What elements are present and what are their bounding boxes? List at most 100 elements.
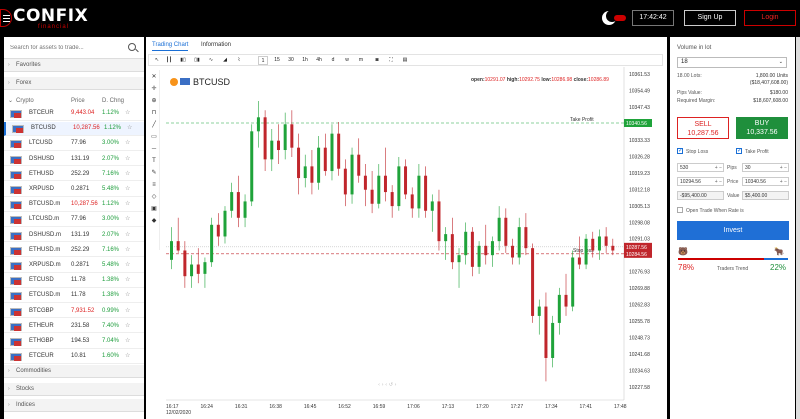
- text-icon[interactable]: T: [152, 158, 156, 164]
- category-commodities[interactable]: › Commodities: [4, 365, 144, 378]
- candles-icon[interactable]: ▮▯: [180, 57, 186, 63]
- rectangle-icon[interactable]: ▭: [151, 134, 157, 140]
- tp-price-input[interactable]: 10340.56 + −: [742, 177, 789, 186]
- favorite-star-icon[interactable]: ☆: [125, 353, 131, 360]
- signup-button[interactable]: Sign Up: [684, 10, 736, 26]
- favorite-star-icon[interactable]: ☆: [125, 292, 131, 299]
- asset-row[interactable]: XRPUSD 0.2871 5.48% ☆: [4, 183, 144, 197]
- favorite-star-icon[interactable]: ☆: [125, 201, 131, 208]
- trendline-icon[interactable]: ╱: [152, 122, 156, 128]
- asset-row[interactable]: DSHUSD 131.19 2.07% ☆: [4, 153, 144, 167]
- trash-icon[interactable]: ▣: [151, 206, 157, 212]
- invest-button[interactable]: Invest: [677, 221, 789, 240]
- favorite-star-icon[interactable]: ☆: [125, 338, 131, 344]
- asset-row[interactable]: LTCUSD 77.96 3.00% ☆: [4, 137, 144, 151]
- hline-icon[interactable]: ─: [151, 146, 157, 152]
- asset-row[interactable]: ETCUSD.m 11.78 1.38% ☆: [4, 289, 144, 303]
- favorite-star-icon[interactable]: ☆: [125, 110, 131, 116]
- x-tick-label: 16:45: [304, 404, 317, 410]
- close-icon[interactable]: ✕: [151, 74, 157, 80]
- bars-icon[interactable]: ┃┃: [165, 57, 173, 63]
- category-indices[interactable]: › Indices: [4, 399, 144, 412]
- asset-row[interactable]: BTCEUR 9,443.04 1.12% ☆: [4, 107, 144, 121]
- stepper-icon[interactable]: + −: [714, 179, 722, 185]
- stop-loss-checkbox[interactable]: [677, 147, 683, 154]
- asset-row[interactable]: BTCUSD 10,287.56 1.12% ☆: [4, 122, 144, 136]
- open-trade-checkbox[interactable]: [677, 207, 683, 213]
- timeframe-d[interactable]: d: [331, 57, 335, 63]
- y-tick-label: 10255.78: [629, 319, 650, 325]
- fib-icon[interactable]: ≡: [152, 182, 156, 188]
- timeframe-30[interactable]: 30: [288, 57, 294, 63]
- asset-row[interactable]: ETHUSD 252.29 7.16% ☆: [4, 168, 144, 182]
- take-profit-checkbox[interactable]: [736, 147, 742, 154]
- sell-button[interactable]: SELL 10,287.56: [677, 117, 729, 139]
- favorite-star-icon[interactable]: ☆: [125, 140, 131, 147]
- shape-icon[interactable]: ◇: [151, 194, 157, 200]
- favorite-star-icon[interactable]: ☆: [125, 216, 131, 223]
- timeframe-w[interactable]: w: [345, 57, 349, 63]
- tab-information[interactable]: Information: [201, 42, 232, 48]
- favorite-star-icon[interactable]: ☆: [125, 277, 131, 284]
- stepper-icon[interactable]: + −: [714, 165, 722, 171]
- login-button[interactable]: Login: [744, 10, 796, 26]
- asset-row[interactable]: ETHEUR 231.58 7.40% ☆: [4, 320, 144, 334]
- fullscreen-icon[interactable]: ⛶: [389, 57, 393, 63]
- asset-row[interactable]: DSHUSD.m 131.19 2.07% ☆: [4, 229, 144, 243]
- menu-icon[interactable]: [0, 9, 12, 27]
- line-chart-icon[interactable]: ∿: [208, 57, 214, 63]
- crosshair-icon[interactable]: ✛: [151, 86, 157, 92]
- sl-price-input[interactable]: 10294.56 + −: [677, 177, 724, 186]
- baseline-icon[interactable]: ⌇: [237, 57, 241, 63]
- asset-row[interactable]: XRPUSD.m 0.2871 5.48% ☆: [4, 259, 144, 273]
- category-stocks[interactable]: › Stocks: [4, 383, 144, 396]
- favorite-star-icon[interactable]: ☆: [125, 322, 131, 329]
- dark-mode-toggle[interactable]: [602, 10, 626, 25]
- timeframe-15[interactable]: 15: [274, 57, 280, 63]
- favorite-star-icon[interactable]: ☆: [125, 246, 131, 253]
- hollow-candles-icon[interactable]: ▯▮: [194, 57, 200, 63]
- timeframe-1[interactable]: 1: [258, 56, 268, 65]
- favorite-star-icon[interactable]: ☆: [125, 307, 131, 314]
- sl-pips-input[interactable]: 530 + −: [677, 163, 724, 172]
- stepper-icon[interactable]: + −: [779, 165, 787, 171]
- asset-row[interactable]: ETCUSD 11.78 1.38% ☆: [4, 274, 144, 288]
- tp-pips-input[interactable]: 30 + −: [742, 163, 789, 172]
- asset-row[interactable]: BTCUSD.m 10,287.56 1.12% ☆: [4, 198, 144, 212]
- asset-row[interactable]: ETHUSD.m 252.29 7.16% ☆: [4, 244, 144, 258]
- volume-select[interactable]: 18 ⌄: [677, 57, 787, 68]
- tab-trading-chart[interactable]: Trading Chart: [152, 42, 189, 51]
- asset-row[interactable]: BTCGBP 7,931.52 0.99% ☆: [4, 305, 144, 319]
- candlestick-chart[interactable]: 10361.5310354.4910347.4310340.3810333.33…: [146, 37, 667, 419]
- stepper-icon[interactable]: + −: [779, 179, 787, 185]
- favorite-star-icon[interactable]: ☆: [125, 170, 131, 177]
- search-icon[interactable]: [128, 43, 136, 51]
- category-favorites[interactable]: › Favorites: [4, 59, 144, 72]
- favorite-star-icon[interactable]: ☆: [125, 155, 131, 162]
- settings-icon[interactable]: ▤: [402, 57, 408, 63]
- timeframe-1h[interactable]: 1h: [302, 57, 308, 63]
- favorite-star-icon[interactable]: ☆: [125, 186, 131, 192]
- favorite-star-icon[interactable]: ☆: [127, 125, 133, 132]
- page-scrollbar[interactable]: [796, 37, 800, 419]
- zoom-icon[interactable]: ⊕: [151, 98, 157, 104]
- favorite-star-icon[interactable]: ☆: [125, 262, 131, 268]
- asset-row[interactable]: ETCEUR 10.81 1.60% ☆: [4, 350, 144, 364]
- search-input[interactable]: [10, 43, 125, 53]
- buy-button[interactable]: BUY 10,337.56: [736, 117, 788, 139]
- magnet-icon[interactable]: ⊓: [151, 110, 157, 116]
- area-chart-icon[interactable]: ◢: [223, 57, 227, 63]
- brush-icon[interactable]: ✎: [151, 170, 157, 176]
- camera-icon[interactable]: ◙: [375, 57, 379, 63]
- asset-row[interactable]: LTCUSD.m 77.96 3.00% ☆: [4, 213, 144, 227]
- favorite-star-icon[interactable]: ☆: [125, 231, 131, 238]
- chart-nav-controls[interactable]: ‹ › ‹ ↺ ›: [378, 382, 397, 388]
- category-forex[interactable]: › Forex: [4, 77, 144, 90]
- timeframe-m[interactable]: m: [358, 57, 364, 63]
- asset-row[interactable]: ETHGBP 194.53 7.04% ☆: [4, 335, 144, 349]
- candle-body: [317, 147, 321, 183]
- category-crypto[interactable]: ⌄ Crypto Price D. Chng: [4, 95, 144, 107]
- cursor-icon[interactable]: ↖: [154, 57, 160, 63]
- lock-icon[interactable]: ◆: [151, 218, 157, 224]
- timeframe-4h[interactable]: 4h: [316, 57, 322, 63]
